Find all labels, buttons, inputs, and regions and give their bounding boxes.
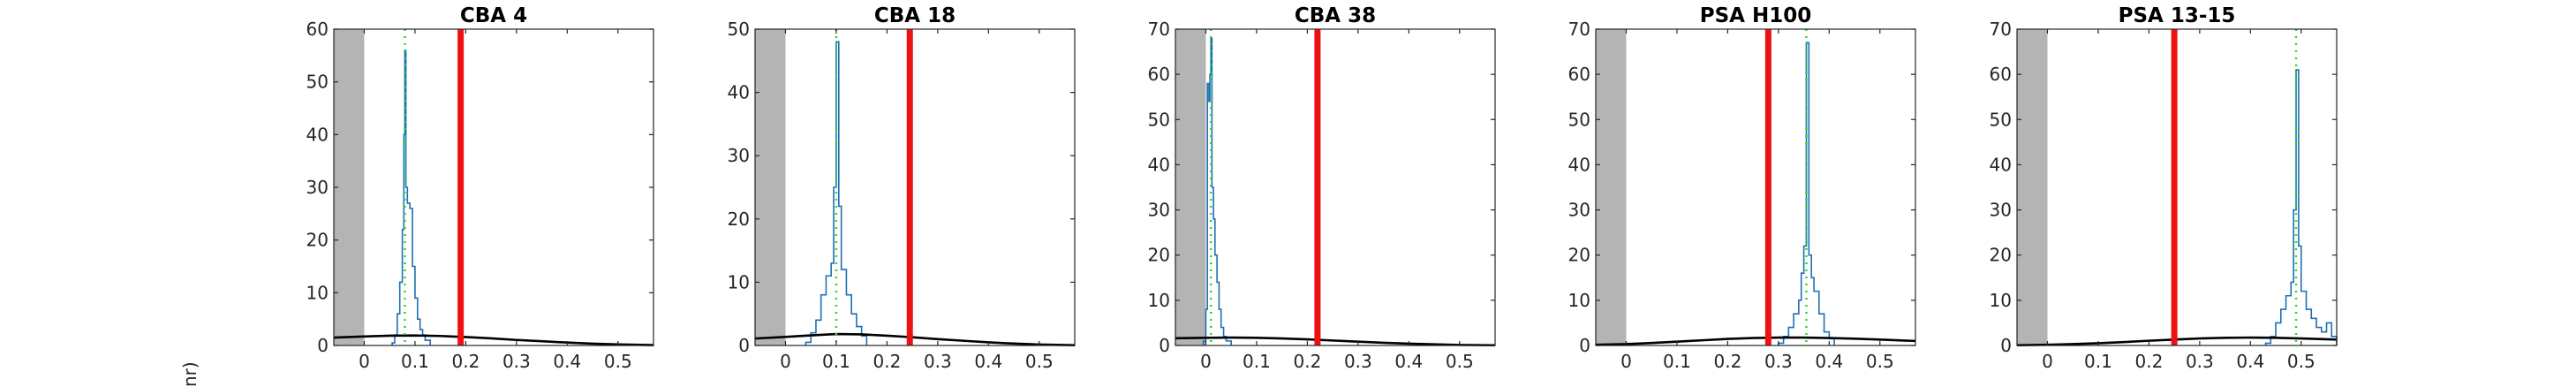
x-tick-label: 0.5 <box>1025 351 1054 372</box>
y-tick-label: 50 <box>1990 109 2012 130</box>
ylabel-fragment: nr) <box>179 361 200 387</box>
shaded-region <box>334 29 365 345</box>
y-tick-label: 0 <box>2000 335 2012 356</box>
panel-title: PSA H100 <box>1700 4 1812 27</box>
x-tick-label: 0.1 <box>2084 351 2112 372</box>
x-tick-label: 0.2 <box>2134 351 2163 372</box>
x-tick-label: 0.3 <box>924 351 952 372</box>
chart-panel-3: 0 0.1 0.2 0.3 0.4 0.5 0 10 20 30 40 50 60 70 CBA 38 <box>1148 4 1496 372</box>
panel-title: CBA 38 <box>1295 4 1376 27</box>
x-tick-label: 0.3 <box>1344 351 1372 372</box>
x-tick-label: 0.4 <box>974 351 1002 372</box>
x-tick-label: 0.2 <box>873 351 901 372</box>
y-tick-label: 20 <box>1990 245 2012 266</box>
y-tick-label: 0 <box>1579 335 1590 356</box>
y-tick-label: 30 <box>1990 200 2012 221</box>
x-tick-label: 0.5 <box>1866 351 1894 372</box>
x-tick-label: 0.3 <box>1764 351 1793 372</box>
y-tick-label: 40 <box>1148 154 1170 175</box>
histogram-series <box>1778 42 1835 345</box>
panels: 0 0.1 0.2 0.3 0.4 0.5 0 10 20 30 40 50 60 CBA 4 0 0.1 0.… <box>306 4 2338 372</box>
x-tick-label: 0.2 <box>1293 351 1321 372</box>
x-tick-label: 0 <box>2042 351 2053 372</box>
shaded-region <box>1175 29 1206 345</box>
y-tick-label: 10 <box>1148 290 1170 311</box>
panel-title: PSA 13-15 <box>2119 4 2236 27</box>
panel-title: CBA 18 <box>874 4 956 27</box>
x-tick-label: 0.4 <box>1815 351 1843 372</box>
histogram-series <box>805 41 868 345</box>
y-tick-label: 30 <box>306 177 329 198</box>
shaded-region <box>1596 29 1627 345</box>
axes-box <box>2016 28 2338 346</box>
x-tick-label: 0.1 <box>1663 351 1691 372</box>
x-tick-label: 0.3 <box>2186 351 2214 372</box>
x-tick-label: 0.3 <box>502 351 531 372</box>
density-curve <box>333 334 654 346</box>
y-tick-label: 30 <box>1568 200 1590 221</box>
y-tick-label: 50 <box>306 72 329 93</box>
chart-panel-1: 0 0.1 0.2 0.3 0.4 0.5 0 10 20 30 40 50 60 CBA 4 <box>306 4 654 372</box>
y-tick-label: 40 <box>306 124 329 145</box>
x-tick-label: 0.1 <box>822 351 850 372</box>
shaded-region <box>2017 29 2048 345</box>
y-tick-label: 60 <box>1568 64 1590 85</box>
y-tick-label: 10 <box>1990 290 2012 311</box>
histogram-series <box>2264 69 2338 345</box>
x-tick-label: 0.5 <box>2287 351 2315 372</box>
y-tick-label: 10 <box>1568 290 1590 311</box>
x-tick-label: 0.4 <box>553 351 581 372</box>
x-tick-label: 0.4 <box>1394 351 1423 372</box>
y-tick-label: 20 <box>1568 245 1590 266</box>
y-tick-label: 50 <box>728 19 750 40</box>
density-curve <box>1595 336 1916 346</box>
y-tick-label: 10 <box>306 282 329 303</box>
shaded-region <box>755 29 786 345</box>
y-tick-label: 0 <box>1159 335 1170 356</box>
y-tick-label: 70 <box>1568 19 1590 40</box>
y-tick-label: 20 <box>728 209 750 230</box>
x-tick-label: 0 <box>780 351 791 372</box>
x-tick-label: 0.2 <box>1713 351 1741 372</box>
histogram-series <box>1202 37 1233 345</box>
y-tick-label: 60 <box>1990 64 2012 85</box>
histogram-series <box>391 49 431 345</box>
chart-panel-2: 0 0.1 0.2 0.3 0.4 0.5 0 10 20 30 40 50 CBA 18 <box>728 4 1076 372</box>
x-tick-label: 0 <box>1620 351 1632 372</box>
axes-box <box>1595 28 1916 346</box>
y-tick-label: 70 <box>1148 19 1170 40</box>
y-tick-label: 10 <box>728 271 750 292</box>
y-tick-label: 40 <box>728 82 750 103</box>
x-tick-label: 0 <box>1200 351 1212 372</box>
y-tick-label: 20 <box>306 230 329 251</box>
y-tick-label: 70 <box>1990 19 2012 40</box>
x-tick-label: 0.2 <box>451 351 480 372</box>
x-tick-label: 0.5 <box>1446 351 1474 372</box>
y-tick-label: 50 <box>1148 109 1170 130</box>
panel-title: CBA 4 <box>460 4 527 27</box>
x-tick-label: 0.1 <box>401 351 429 372</box>
y-tick-label: 30 <box>1148 200 1170 221</box>
y-tick-label: 40 <box>1990 154 2012 175</box>
x-tick-label: 0 <box>359 351 370 372</box>
y-tick-label: 0 <box>738 335 750 356</box>
x-tick-label: 0.1 <box>1243 351 1271 372</box>
axes-box <box>1175 28 1496 346</box>
density-curve <box>1175 336 1496 347</box>
y-tick-label: 0 <box>317 335 329 356</box>
y-tick-label: 60 <box>306 19 329 40</box>
y-tick-label: 60 <box>1148 64 1170 85</box>
axes-box <box>754 28 1076 346</box>
x-tick-label: 0.4 <box>2236 351 2264 372</box>
y-tick-label: 30 <box>728 145 750 166</box>
chart-panel-5: 0 0.1 0.2 0.3 0.4 0.5 0 10 20 30 40 50 60 70 PSA 13-15 <box>1990 4 2338 372</box>
y-tick-label: 20 <box>1148 245 1170 266</box>
y-tick-label: 50 <box>1568 109 1590 130</box>
y-tick-label: 40 <box>1568 154 1590 175</box>
chart-panel-4: 0 0.1 0.2 0.3 0.4 0.5 0 10 20 30 40 50 60 70 PSA H100 <box>1568 4 1916 372</box>
x-tick-label: 0.5 <box>604 351 632 372</box>
